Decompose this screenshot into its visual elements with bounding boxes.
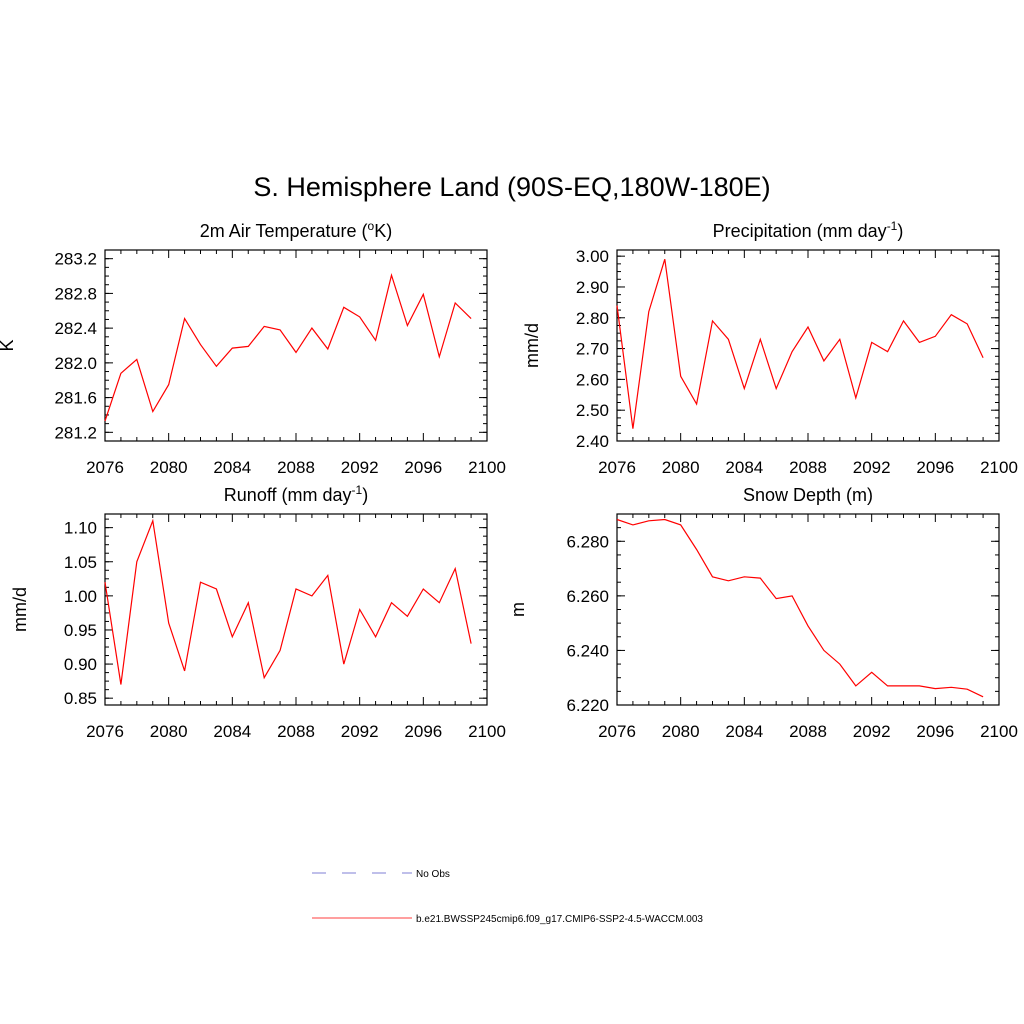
panel-4: Snow Depth (m) m 2076 2080 2084 2088 2092 2096 2… — [508, 485, 1018, 741]
panel-title: Precipitation (mm day-1) — [713, 219, 904, 241]
x-tick-label: 2080 — [150, 458, 188, 477]
x-tick-label: 2088 — [789, 722, 827, 741]
y-tick-label: 0.85 — [64, 689, 97, 708]
panel-title: Runoff (mm day-1) — [224, 483, 368, 505]
x-tick-label: 2096 — [404, 458, 442, 477]
x-tick-label: 2080 — [662, 458, 700, 477]
figure-title: S. Hemisphere Land (90S-EQ,180W-180E) — [253, 172, 770, 202]
x-tick-label: 2096 — [404, 722, 442, 741]
panel-title: 2m Air Temperature (oK) — [200, 219, 392, 241]
x-tick-label: 2092 — [341, 458, 379, 477]
x-tick-label: 2088 — [277, 458, 315, 477]
y-tick-label: 282.4 — [54, 319, 97, 338]
x-tick-label: 2088 — [277, 722, 315, 741]
panel-3: Runoff (mm day-1) mm/d 2076 2080 2084 2088 209… — [10, 483, 506, 741]
y-axis-label: m — [508, 602, 528, 617]
x-tick-label: 2084 — [213, 458, 251, 477]
x-tick-label: 2092 — [853, 722, 891, 741]
y-tick-label: 2.70 — [576, 340, 609, 359]
x-tick-label: 2076 — [86, 458, 124, 477]
plot-frame — [616, 513, 1000, 706]
y-tick-label: 283.2 — [54, 250, 97, 269]
y-tick-label: 282.8 — [54, 284, 97, 303]
y-axis-label: mm/d — [10, 587, 30, 632]
x-tick-label: 2100 — [468, 458, 506, 477]
x-tick-label: 2076 — [598, 722, 636, 741]
panel-2: Precipitation (mm day-1) mm/d 2076 2080 2084… — [522, 219, 1018, 477]
x-tick-label: 2100 — [980, 722, 1018, 741]
x-tick-label: 2084 — [213, 722, 251, 741]
legend-label-1: No Obs — [416, 869, 450, 880]
legend-label-2: b.e21.BWSSP245cmip6.f09_g17.CMIP6-SSP2-4… — [416, 914, 703, 925]
plot-frame — [104, 513, 488, 706]
y-tick-label: 2.90 — [576, 278, 609, 297]
x-tick-label: 2092 — [341, 722, 379, 741]
panel-title: Snow Depth (m) — [743, 485, 873, 505]
y-tick-label: 6.260 — [566, 587, 609, 606]
y-tick-label: 2.40 — [576, 432, 609, 451]
y-tick-label: 2.80 — [576, 309, 609, 328]
y-tick-label: 0.90 — [64, 655, 97, 674]
x-tick-label: 2076 — [86, 722, 124, 741]
x-tick-label: 2076 — [598, 458, 636, 477]
y-tick-label: 3.00 — [576, 247, 609, 266]
y-tick-label: 6.280 — [566, 532, 609, 551]
x-tick-label: 2080 — [662, 722, 700, 741]
x-tick-label: 2084 — [725, 458, 763, 477]
y-tick-label: 1.05 — [64, 553, 97, 572]
y-tick-label: 0.95 — [64, 621, 97, 640]
x-tick-label: 2088 — [789, 458, 827, 477]
legend: No Obs b.e21.BWSSP245cmip6.f09_g17.CMIP6-… — [312, 869, 703, 925]
y-axis-label: K — [0, 339, 17, 351]
series-line-1 — [616, 259, 984, 429]
y-axis-label: mm/d — [522, 323, 542, 368]
plot-frame — [616, 249, 1000, 442]
x-tick-label: 2084 — [725, 722, 763, 741]
y-tick-label: 281.2 — [54, 423, 97, 442]
panel-1: 2m Air Temperature (oK) K 2076 2080 2084 2088… — [0, 219, 506, 477]
y-tick-label: 2.60 — [576, 370, 609, 389]
y-tick-label: 2.50 — [576, 401, 609, 420]
x-tick-label: 2100 — [980, 458, 1018, 477]
y-tick-label: 6.240 — [566, 641, 609, 660]
plot-frame — [104, 249, 488, 442]
x-tick-label: 2092 — [853, 458, 891, 477]
y-tick-label: 1.00 — [64, 587, 97, 606]
series-line-1 — [104, 272, 472, 422]
y-tick-label: 1.10 — [64, 519, 97, 538]
x-tick-label: 2096 — [916, 722, 954, 741]
series-line-1 — [104, 518, 472, 685]
x-tick-label: 2100 — [468, 722, 506, 741]
x-tick-label: 2080 — [150, 722, 188, 741]
panels: 2m Air Temperature (oK) K 2076 2080 2084 2088… — [0, 219, 1018, 741]
series-line-1 — [616, 518, 984, 698]
y-tick-label: 6.220 — [566, 696, 609, 715]
y-tick-label: 281.6 — [54, 389, 97, 408]
x-tick-label: 2096 — [916, 458, 954, 477]
y-tick-label: 282.0 — [54, 354, 97, 373]
